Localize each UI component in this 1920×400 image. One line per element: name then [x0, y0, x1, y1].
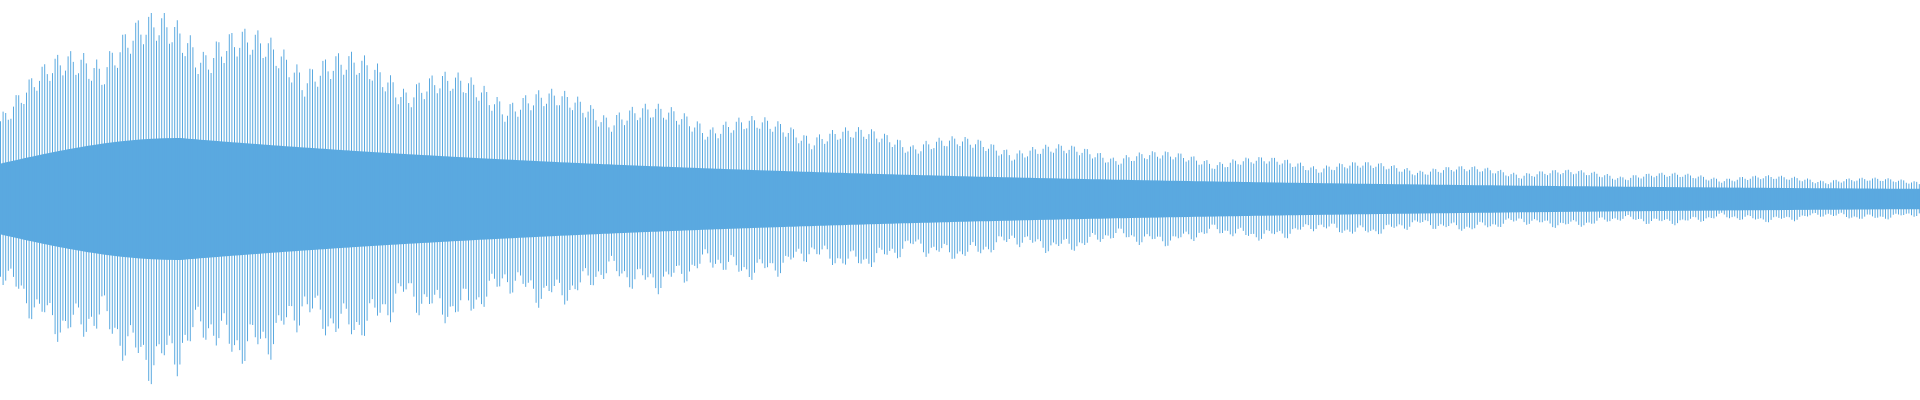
waveform	[0, 13, 1920, 385]
waveform-strokes	[0, 13, 1920, 385]
